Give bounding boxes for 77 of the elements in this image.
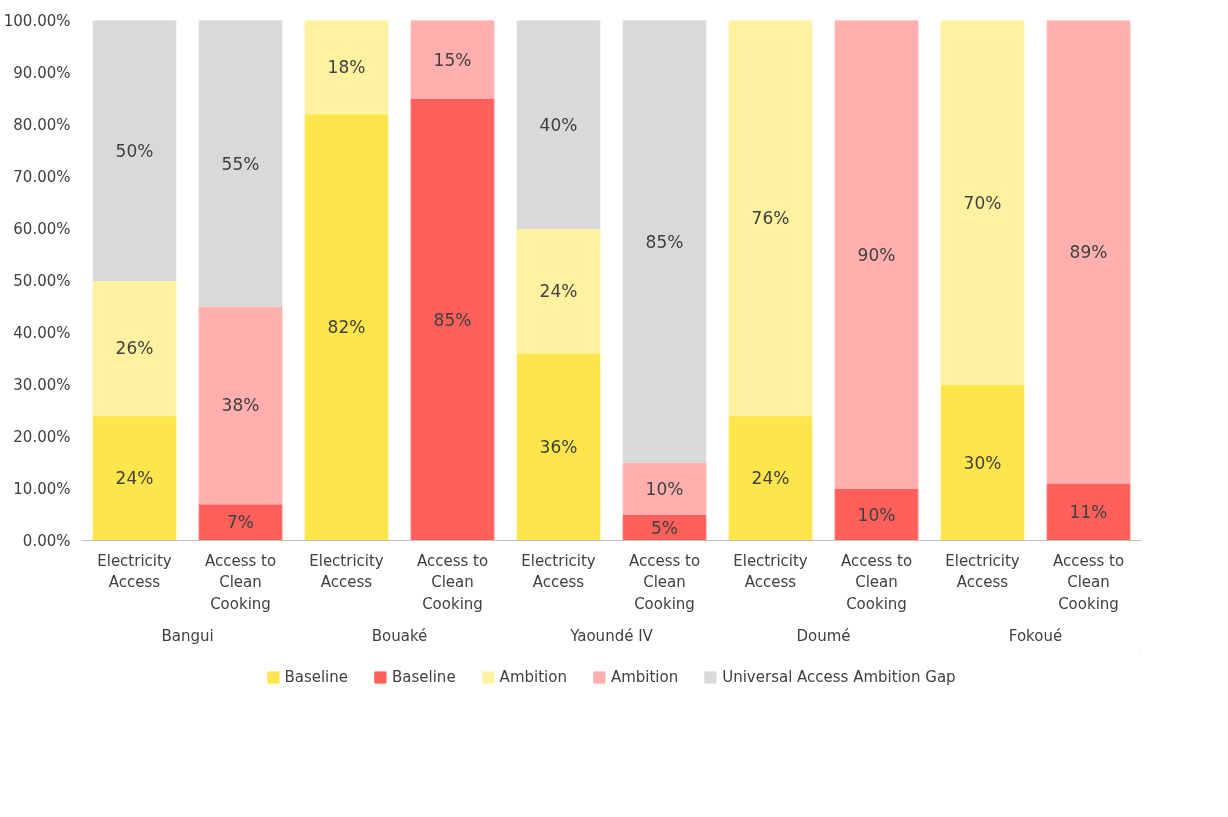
bar (92, 280, 177, 417)
y-tick-label: 100.00% (3, 11, 71, 30)
text: Fokoué (1008, 626, 1063, 645)
y-tick-label: 10.00% (13, 479, 71, 498)
bar (304, 20, 389, 115)
data-label: 10% (645, 478, 684, 499)
y-tick-label: 90.00% (13, 63, 71, 82)
data-label: 76% (751, 208, 790, 229)
legend-label: Universal Access Ambition Gap (722, 668, 956, 686)
bar (940, 20, 1025, 385)
x-tick-label: Electricity Access (733, 551, 808, 592)
x-tick-label: Access to Clean Cooking (204, 551, 277, 613)
data-label: 24% (539, 280, 578, 301)
data-label: 10% (857, 504, 896, 525)
data-label: 24% (115, 468, 154, 489)
data-label: 30% (963, 452, 1002, 473)
y-tick-label: 70.00% (13, 167, 71, 186)
bar (198, 20, 283, 307)
bar (304, 113, 389, 541)
data-label: 40% (539, 114, 578, 135)
data-label: 26% (115, 338, 154, 359)
legend-label: Ambition (499, 668, 567, 686)
data-label: 50% (115, 140, 154, 161)
bar (516, 228, 601, 354)
data-label: 70% (963, 192, 1002, 213)
bar (728, 20, 813, 417)
data-label: 90% (857, 244, 896, 265)
y-tick-label: 20.00% (13, 427, 71, 446)
bar (410, 98, 495, 541)
y-tick-label: 0.00% (22, 531, 71, 550)
x-tick-label: Electricity Access (945, 551, 1020, 592)
x-tick-label: Electricity Access (97, 551, 172, 592)
text: Bouaké (371, 626, 428, 645)
data-label: 5% (651, 517, 678, 538)
data-label: 7% (227, 512, 254, 533)
legend-label: Ambition (610, 668, 679, 686)
data-label: 55% (221, 153, 260, 174)
data-label: 89% (1069, 241, 1108, 262)
bar (92, 415, 177, 541)
x-tick-label: Electricity Access (309, 551, 384, 592)
bar (622, 20, 707, 463)
y-tick-label: 60.00% (13, 219, 71, 238)
x-tick-label: Electricity Access (521, 551, 596, 592)
bar (410, 20, 495, 99)
data-label: 85% (433, 309, 472, 330)
x-tick-label: Access to Clean Cooking (1052, 551, 1125, 613)
data-label: 38% (221, 395, 260, 416)
text: Bangui (161, 626, 214, 645)
data-label: 36% (539, 436, 578, 457)
text: Doumé (796, 626, 851, 645)
data-label: 24% (751, 468, 790, 489)
y-tick-label: 50.00% (13, 271, 71, 290)
data-label: 85% (645, 231, 684, 252)
text: Yaoundé IV (569, 626, 654, 645)
bar (728, 415, 813, 541)
legend-label: Baseline (392, 668, 456, 686)
bar (92, 20, 177, 281)
data-label: 15% (433, 49, 472, 70)
data-label: 18% (327, 57, 366, 78)
bar (516, 20, 601, 229)
bar (940, 384, 1025, 541)
data-label: 82% (327, 317, 366, 338)
x-tick-label: Access to Clean Cooking (416, 551, 489, 613)
bar (198, 306, 283, 505)
y-tick-label: 30.00% (13, 375, 71, 394)
bar (1046, 482, 1131, 541)
x-tick-label: Access to Clean Cooking (628, 551, 701, 613)
bar (516, 352, 601, 541)
bar (834, 488, 919, 541)
y-tick-label: 40.00% (13, 323, 71, 342)
y-tick-label: 80.00% (13, 115, 71, 134)
bar (622, 462, 707, 515)
legend-label: Baseline (284, 668, 349, 686)
x-tick-label: Access to Clean Cooking (840, 551, 913, 613)
bar (834, 20, 919, 489)
data-label: 11% (1069, 501, 1108, 522)
bar (1046, 20, 1131, 484)
